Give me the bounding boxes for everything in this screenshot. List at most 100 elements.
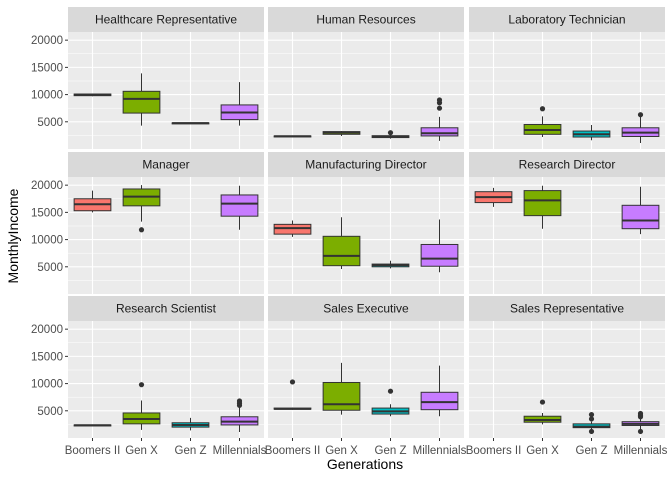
box-iqr <box>420 127 459 137</box>
box-iqr <box>420 391 459 411</box>
facet-research-scientist: Research Scientist 5000 10000 15000 20000 Boo… <box>31 296 267 457</box>
box-iqr <box>122 90 161 114</box>
x-tick-label: Millennials <box>413 445 467 457</box>
box-gen-x <box>122 185 161 233</box>
box-boomers-ii <box>73 190 112 213</box>
box-boomers-ii <box>474 187 513 207</box>
outlier-point <box>588 416 595 422</box>
y-tick-label: 15000 <box>31 62 63 74</box>
facet-research-director: Research Director <box>469 152 665 294</box>
x-tick-label: Gen X <box>526 445 559 457</box>
x-tick-label: Gen Z <box>375 445 407 457</box>
box-millennials <box>420 365 459 417</box>
box-gen-x <box>523 399 562 425</box>
facet-strip-label: Human Resources <box>316 13 415 27</box>
box-iqr <box>322 235 361 267</box>
box-boomers-ii <box>273 379 312 410</box>
box-millennials <box>621 410 660 435</box>
box-millennials <box>420 97 459 141</box>
y-tick-label: 10000 <box>31 379 63 391</box>
box-iqr <box>621 204 660 230</box>
box-millennials <box>220 82 259 126</box>
x-tick-label: Gen X <box>125 445 158 457</box>
panel-background <box>268 321 464 438</box>
box-millennials <box>621 186 660 235</box>
facet-strip-label: Sales Executive <box>323 302 409 316</box>
y-tick-label: 20000 <box>31 324 63 336</box>
x-tick-label: Gen Z <box>175 445 207 457</box>
box-iqr <box>523 190 562 217</box>
outlier-point <box>588 428 595 435</box>
box-millennials <box>220 398 259 433</box>
x-tick-label: Boomers II <box>65 445 121 457</box>
x-tick-label: Gen X <box>325 445 358 457</box>
box-iqr <box>220 194 259 217</box>
panel-background <box>268 177 464 294</box>
box-iqr <box>273 223 312 235</box>
y-tick-label: 5000 <box>37 262 63 274</box>
facet-strip <box>469 296 665 321</box>
y-tick-label: 10000 <box>31 235 63 247</box>
facet-strip <box>68 7 264 32</box>
outlier-point <box>539 106 546 112</box>
y-tick-label: 5000 <box>37 406 63 418</box>
facet-manufacturing-director: Manufacturing Director <box>268 152 464 294</box>
outlier-point <box>138 227 145 233</box>
facet-strip <box>68 296 264 321</box>
x-tick-label: Boomers II <box>265 445 321 457</box>
facet-strip-label: Research Scientist <box>116 302 217 316</box>
facet-human-resources: Human Resources <box>268 7 464 149</box>
box-iqr <box>420 243 459 267</box>
outlier-point <box>436 105 443 111</box>
outlier-point <box>387 130 394 136</box>
y-tick-label: 15000 <box>31 207 63 219</box>
y-tick-label: 20000 <box>31 180 63 192</box>
facet-strip <box>268 7 464 32</box>
facet-panels: Healthcare Representative 5000 10000 15000 2… <box>31 7 668 457</box>
box-gen-z <box>572 412 611 435</box>
panel-background <box>469 321 665 438</box>
box-gen-x <box>122 382 161 430</box>
outlier-point <box>637 410 644 417</box>
y-axis-title: MonthlyIncome <box>5 188 21 283</box>
outlier-point <box>588 412 595 418</box>
facet-laboratory-technician: Laboratory Technician <box>469 7 665 149</box>
box-gen-x <box>322 362 361 415</box>
facet-strip <box>268 152 464 177</box>
box-gen-x <box>322 131 361 136</box>
outlier-point <box>637 112 644 118</box>
box-gen-x <box>122 73 161 126</box>
box-boomers-ii <box>73 424 112 427</box>
box-iqr <box>322 381 361 411</box>
y-tick-label: 5000 <box>37 117 63 129</box>
facet-manager: Manager 5000 10000 15000 20000 <box>31 152 264 294</box>
facet-strip <box>268 296 464 321</box>
box-gen-z <box>171 122 210 125</box>
facet-strip <box>68 152 264 177</box>
x-tick-label: Boomers II <box>466 445 522 457</box>
panel-background <box>68 32 264 149</box>
box-gen-z <box>371 260 410 269</box>
outlier-point <box>637 428 644 435</box>
outlier-point <box>289 379 296 385</box>
box-millennials <box>420 219 459 273</box>
box-gen-x <box>523 106 562 138</box>
box-gen-x <box>322 217 361 269</box>
facet-strip-label: Manufacturing Director <box>305 158 426 172</box>
facet-strip <box>469 7 665 32</box>
box-gen-z <box>572 125 611 141</box>
box-boomers-ii <box>273 220 312 237</box>
box-boomers-ii <box>273 135 312 138</box>
x-tick-label: Millennials <box>614 445 668 457</box>
outlier-point <box>436 97 443 103</box>
box-millennials <box>621 112 660 144</box>
box-gen-z <box>371 130 410 139</box>
x-tick-label: Millennials <box>213 445 267 457</box>
box-gen-x <box>523 185 562 229</box>
outlier-point <box>539 399 546 405</box>
facet-strip-label: Sales Representative <box>510 302 624 316</box>
box-gen-z <box>171 417 210 431</box>
facet-sales-executive: Sales Executive Boomers II Gen X Gen Z Mille… <box>265 296 467 457</box>
facet-healthcare-representative: Healthcare Representative 5000 10000 15000 2… <box>31 7 264 149</box>
